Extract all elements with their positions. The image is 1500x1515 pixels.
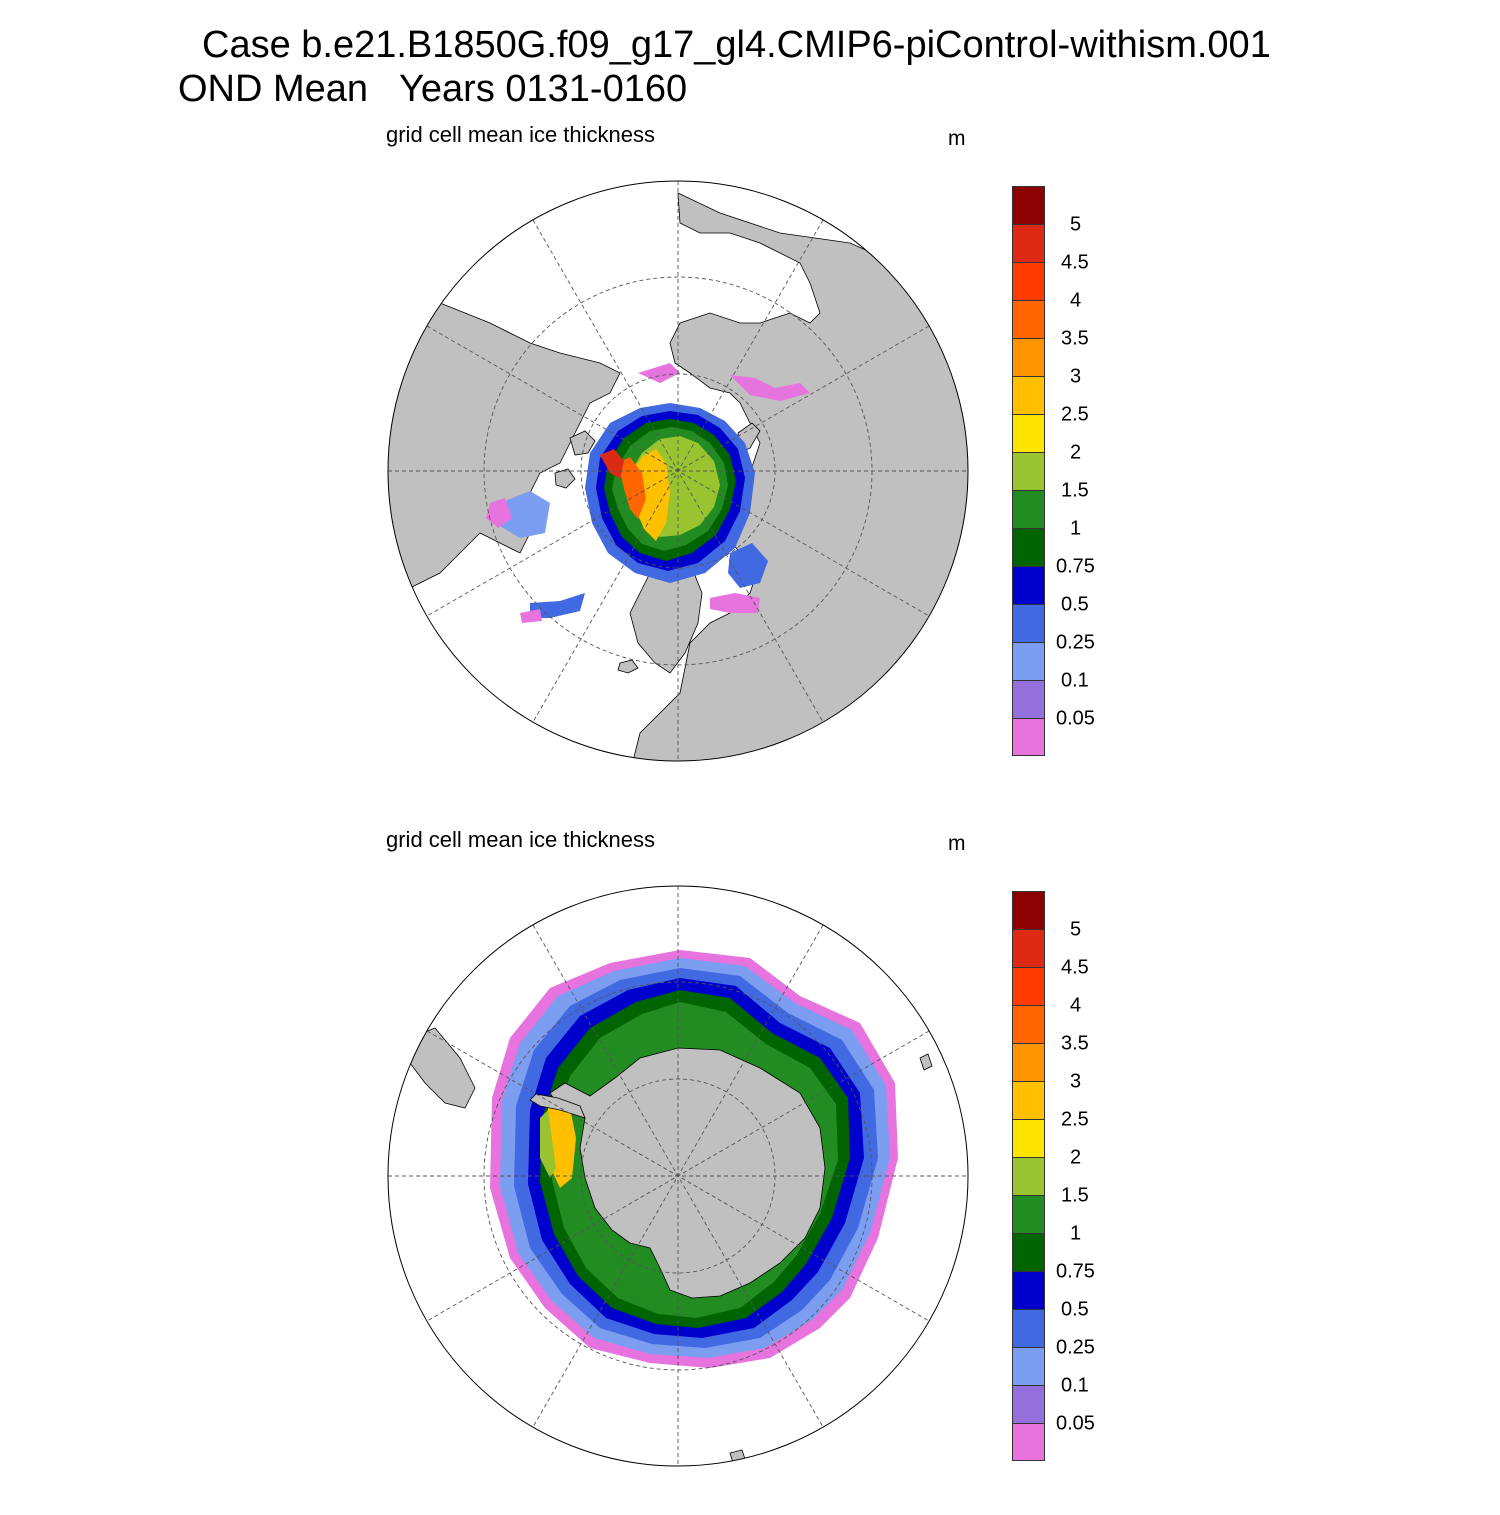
south-colorbar-label: 2	[1070, 1146, 1082, 1169]
north-colorbar-label: 0.1	[1061, 669, 1089, 692]
north-colorbar-label: 5	[1070, 213, 1082, 236]
south-island-land	[919, 1053, 933, 1071]
south-colorbar	[1012, 891, 1046, 1461]
south-colorbar-box-2	[1012, 967, 1045, 1006]
south-colorbar-label: 0.25	[1056, 1336, 1095, 1359]
north-colorbar-box-9	[1012, 528, 1045, 567]
north-panel-title: grid cell mean ice thickness	[386, 122, 656, 147]
south-polar-map	[387, 885, 969, 1467]
north-colorbar-box-14	[1012, 718, 1045, 756]
north-colorbar-label: 1.5	[1061, 479, 1089, 502]
south-colorbar-label: 4.5	[1061, 956, 1089, 979]
north-ice-hudson	[498, 491, 550, 538]
south-colorbar-box-0	[1012, 891, 1045, 930]
north-ice-labrador	[530, 593, 585, 618]
north-ice-barents-pink	[710, 593, 760, 613]
south-colorbar-box-6	[1012, 1119, 1045, 1158]
north-colorbar-label: 0.5	[1061, 593, 1089, 616]
north-colorbar-label: 2.5	[1061, 403, 1089, 426]
north-sea-ice	[486, 363, 810, 623]
north-colorbar-box-1	[1012, 224, 1045, 263]
north-graticule	[388, 181, 968, 761]
north-colorbar-box-10	[1012, 566, 1045, 605]
south-colorbar-label: 1.5	[1061, 1184, 1089, 1207]
south-colorbar-label: 0.75	[1056, 1260, 1095, 1283]
south-colorbar-box-8	[1012, 1195, 1045, 1234]
south-ice-lightgreen-weddell	[540, 1110, 556, 1178]
south-colorbar-label: 4	[1070, 994, 1082, 1017]
north-colorbar-box-7	[1012, 452, 1045, 491]
figure-title-line-2: OND Mean Years 0131-0160	[178, 68, 688, 110]
north-colorbar-label: 3.5	[1061, 327, 1089, 350]
south-panel-title: grid cell mean ice thickness	[386, 827, 656, 852]
south-colorbar-box-5	[1012, 1081, 1045, 1120]
north-colorbar-box-8	[1012, 490, 1045, 529]
south-units-label: m	[948, 832, 966, 855]
south-colorbar-label: 0.5	[1061, 1298, 1089, 1321]
south-colorbar-label: 3.5	[1061, 1032, 1089, 1055]
south-colorbar-label: 0.1	[1061, 1374, 1089, 1397]
north-colorbar-label: 2	[1070, 441, 1082, 464]
south-colorbar-label: 3	[1070, 1070, 1082, 1093]
north-ice-hudson-pink	[486, 498, 512, 528]
north-colorbar-label: 4	[1070, 289, 1082, 312]
south-polar-panel: grid cell mean ice thickness m	[0, 815, 1500, 1515]
south-graticule	[388, 886, 968, 1466]
north-colorbar-box-6	[1012, 414, 1045, 453]
north-colorbar-label: 0.75	[1056, 555, 1095, 578]
north-colorbar-box-13	[1012, 680, 1045, 719]
south-colorbar-box-9	[1012, 1233, 1045, 1272]
south-colorbar-box-1	[1012, 929, 1045, 968]
south-colorbar-label: 5	[1070, 918, 1082, 941]
south-colorbar-box-7	[1012, 1157, 1045, 1196]
north-ice-red	[600, 449, 624, 479]
north-colorbar-label: 4.5	[1061, 251, 1089, 274]
south-colorbar-box-3	[1012, 1005, 1045, 1044]
north-colorbar-box-3	[1012, 300, 1045, 339]
south-colorbar-box-14	[1012, 1423, 1045, 1461]
south-america-land	[409, 1027, 476, 1109]
south-colorbar-label: 0.05	[1056, 1412, 1095, 1435]
south-colorbar-box-4	[1012, 1043, 1045, 1082]
north-polar-panel: grid cell mean ice thickness m	[0, 110, 1500, 810]
north-colorbar-label: 3	[1070, 365, 1082, 388]
north-ice-barents-blue	[728, 543, 768, 588]
north-colorbar	[1012, 186, 1046, 756]
north-ice-pink-bering	[730, 375, 810, 401]
south-colorbar-box-13	[1012, 1385, 1045, 1424]
north-colorbar-box-4	[1012, 338, 1045, 377]
north-colorbar-box-2	[1012, 262, 1045, 301]
north-colorbar-label: 0.25	[1056, 631, 1095, 654]
south-map-border	[387, 885, 969, 1467]
figure-title-line-1: Case b.e21.B1850G.f09_g17_gl4.CMIP6-piCo…	[202, 24, 1271, 66]
south-colorbar-box-12	[1012, 1347, 1045, 1386]
north-map-border	[387, 180, 969, 762]
north-ice-yellow	[632, 449, 670, 541]
north-colorbar-box-5	[1012, 376, 1045, 415]
south-colorbar-label: 1	[1070, 1222, 1082, 1245]
north-units-label: m	[948, 127, 966, 150]
north-colorbar-label: 1	[1070, 517, 1082, 540]
south-colorbar-box-11	[1012, 1309, 1045, 1348]
south-colorbar-box-10	[1012, 1271, 1045, 1310]
north-colorbar-box-0	[1012, 186, 1045, 225]
north-polar-map	[387, 180, 969, 762]
north-colorbar-label: 0.05	[1056, 707, 1095, 730]
north-colorbar-box-11	[1012, 604, 1045, 643]
north-ice-orange	[618, 457, 646, 519]
north-ice-labrador-pink	[520, 609, 542, 623]
antarctica-land	[549, 1047, 826, 1299]
north-ice-pink-pacific	[638, 363, 680, 383]
south-colorbar-label: 2.5	[1061, 1108, 1089, 1131]
north-colorbar-box-12	[1012, 642, 1045, 681]
